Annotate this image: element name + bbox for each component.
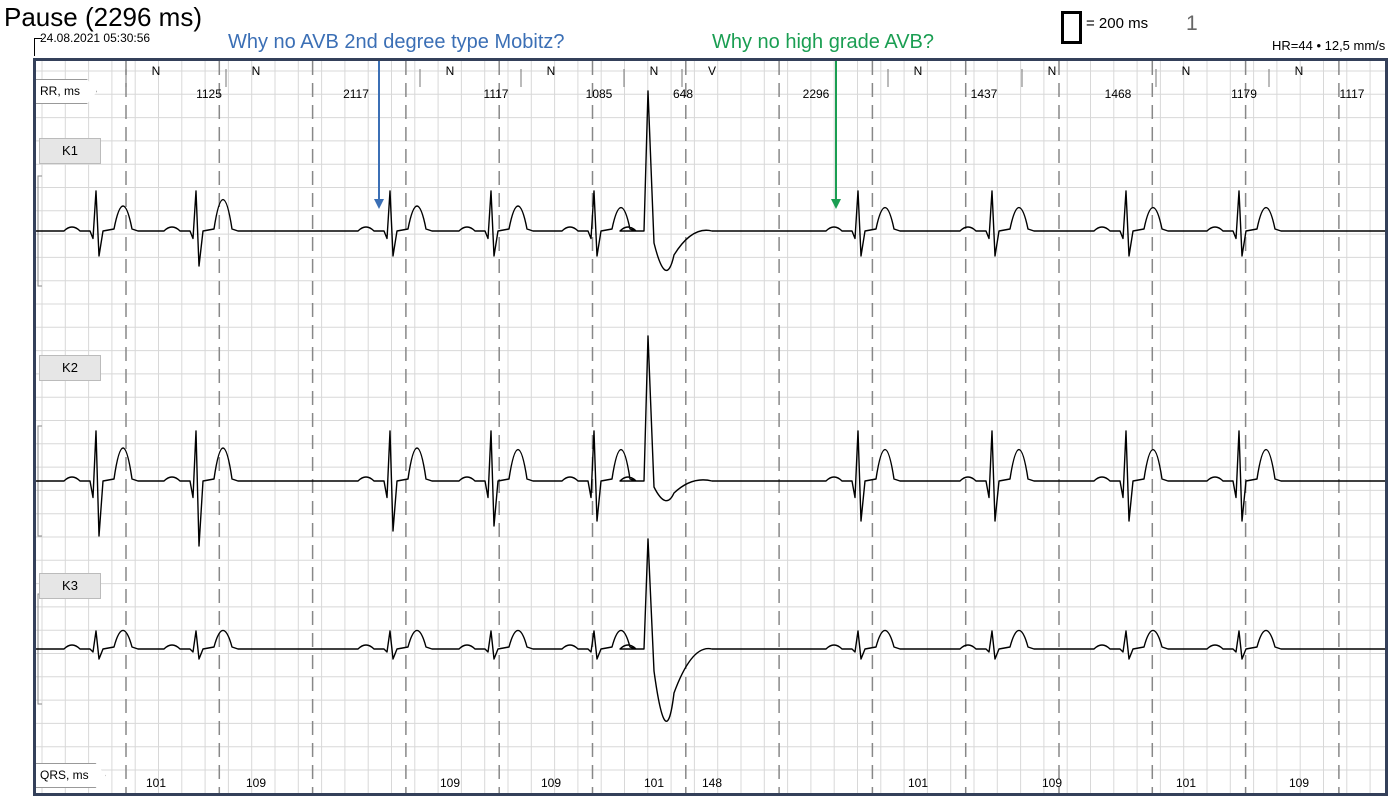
ecg-strip[interactable]: N N N N N V N N N N 1125 2117 1117 1085 648 2296 1437 146… [36, 61, 1385, 793]
qrs-duration-value: 101 [644, 776, 664, 790]
lead-k1-button[interactable]: K1 [39, 138, 101, 164]
qrs-duration-value: 109 [440, 776, 460, 790]
ecg-viewer[interactable]: N N N N N V N N N N 1125 2117 1117 1085 648 2296 1437 146… [33, 58, 1388, 796]
rr-value: 1125 [196, 87, 222, 101]
rr-value: 1437 [971, 87, 998, 101]
beat-type-label: V [708, 64, 716, 78]
rr-value: 2296 [803, 87, 830, 101]
rr-value: 1179 [1231, 87, 1257, 101]
page-title: Pause (2296 ms) [4, 2, 202, 32]
qrs-duration-value: 148 [702, 776, 722, 790]
rr-value: 1117 [1340, 87, 1365, 101]
timestamp-marker-line [34, 38, 35, 56]
ecg-trace-lead-1 [36, 90, 1385, 272]
beat-type-label: N [914, 64, 923, 78]
beat-type-label: N [1048, 64, 1057, 78]
qrs-duration-value: 109 [246, 776, 266, 790]
beat-type-label: N [547, 64, 556, 78]
annotation-high-grade-avb-question: Why no high grade AVB? [712, 31, 934, 53]
beat-type-label: N [1295, 64, 1304, 78]
rr-value: 1085 [586, 87, 613, 101]
rr-value: 2117 [343, 87, 369, 101]
ecg-trace-lead-2 [36, 335, 1385, 547]
beat-type-label: N [252, 64, 261, 78]
beat-type-label: N [152, 64, 161, 78]
rr-value: 1468 [1105, 87, 1132, 101]
rr-value: 648 [673, 87, 693, 101]
lead-k3-button[interactable]: K3 [39, 573, 101, 599]
beat-type-label: N [650, 64, 659, 78]
qrs-duration-value: 109 [541, 776, 561, 790]
lead-k2-button[interactable]: K2 [39, 355, 101, 381]
qrs-duration-value: 101 [908, 776, 928, 790]
page-number[interactable]: 1 [1186, 12, 1198, 35]
qrs-row-label: QRS, ms [36, 763, 106, 788]
qrs-duration-value: 109 [1042, 776, 1062, 790]
scale-box-icon [1061, 11, 1082, 44]
annotation-mobitz-question: Why no AVB 2nd degree type Mobitz? [228, 31, 565, 53]
qrs-duration-value: 101 [146, 776, 166, 790]
hr-speed-info: HR=44 • 12,5 mm/s [1272, 38, 1386, 53]
scale-label: = 200 ms [1086, 15, 1149, 32]
annotation-arrowhead-blue [374, 199, 384, 209]
beat-type-label: N [446, 64, 455, 78]
timestamp-marker [34, 38, 42, 39]
annotation-arrowhead-green [831, 199, 841, 209]
recording-timestamp: 24.08.2021 05:30:56 [40, 31, 151, 45]
qrs-duration-value: 109 [1289, 776, 1309, 790]
ecg-trace-lead-3 [36, 538, 1385, 722]
beat-type-label: N [1182, 64, 1191, 78]
qrs-duration-value: 101 [1176, 776, 1196, 790]
rr-row-label: RR, ms [36, 79, 97, 104]
rr-value: 1117 [484, 87, 509, 101]
